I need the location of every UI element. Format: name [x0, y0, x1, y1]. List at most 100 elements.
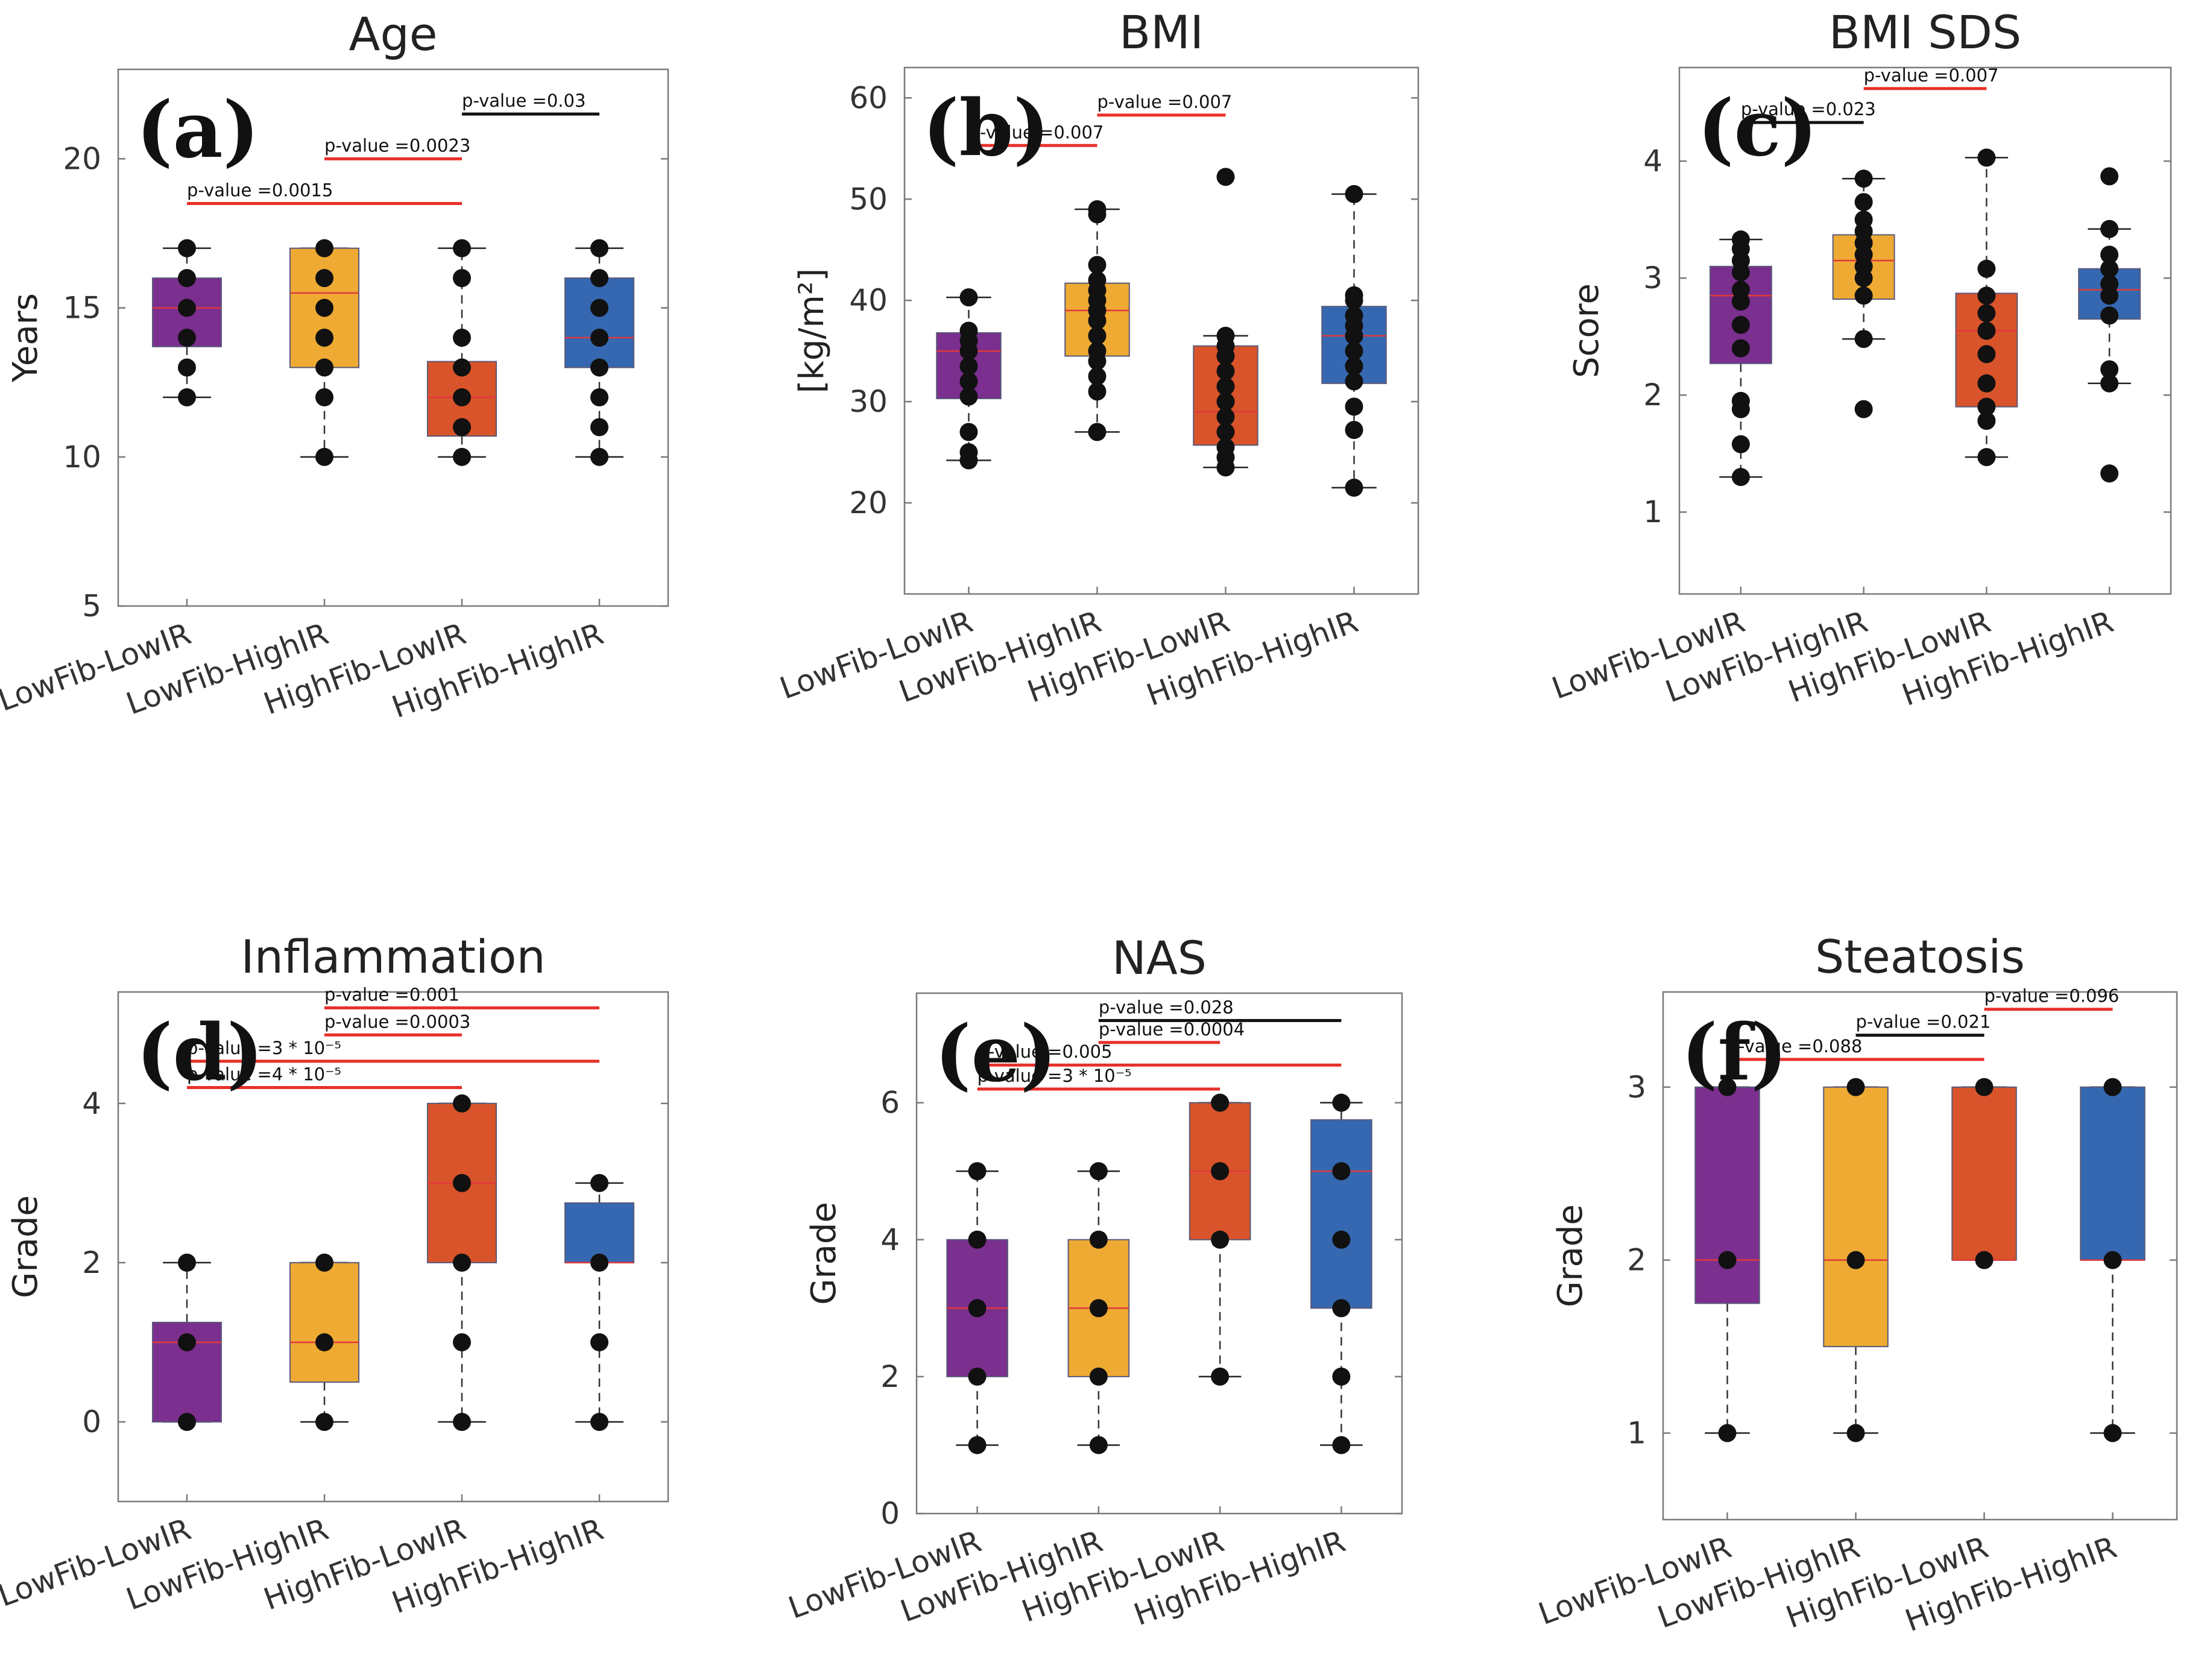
data-point: [1731, 339, 1750, 358]
panel-a: 5101520AgeYearsLowFib-LowIRLowFib-HighIR…: [0, 7, 669, 725]
data-point: [1854, 286, 1873, 305]
data-point: [1088, 200, 1107, 219]
y-tick-label: 5: [82, 589, 101, 624]
data-point: [315, 388, 333, 406]
data-point: [453, 329, 471, 347]
box-lowfib-highir: [1064, 200, 1130, 441]
data-point: [590, 269, 608, 288]
data-point: [178, 1253, 196, 1272]
data-point: [1977, 286, 1996, 305]
data-point: [178, 269, 196, 288]
data-point: [453, 269, 471, 288]
data-point: [1977, 345, 1996, 364]
x-tick-label: HighFib-HighIR: [1901, 1530, 2121, 1638]
data-point: [1731, 280, 1750, 299]
y-tick-label: 4: [880, 1222, 900, 1257]
data-point: [1089, 1436, 1108, 1454]
data-point: [1088, 326, 1107, 345]
data-point: [453, 1253, 471, 1272]
data-point: [1088, 423, 1107, 441]
y-tick-label: 3: [1627, 1070, 1646, 1105]
box-lowfib-highir: [1832, 169, 1895, 418]
data-point: [968, 1299, 987, 1318]
panel-title-f: Steatosis: [1815, 930, 2025, 984]
data-point: [1345, 357, 1363, 376]
data-point: [1975, 1078, 1994, 1096]
data-point: [1216, 168, 1235, 186]
plot-frame-a: [117, 68, 669, 607]
data-point: [1216, 377, 1235, 396]
data-point: [1345, 421, 1363, 440]
data-point: [1977, 304, 1996, 323]
p-value-label: p-value =0.088: [1728, 1036, 1863, 1056]
data-point: [1854, 210, 1873, 229]
y-tick-label: 10: [63, 440, 101, 475]
data-point: [590, 447, 608, 466]
data-point: [590, 298, 608, 317]
data-point: [1088, 271, 1107, 289]
y-tick-label: 15: [63, 291, 101, 326]
p-value-label: p-value =0.0015: [187, 180, 333, 201]
y-tick-label: 4: [82, 1086, 101, 1121]
data-point: [1089, 1162, 1108, 1181]
p-value-label: p-value =0.007: [1097, 92, 1233, 112]
data-point: [1216, 423, 1235, 441]
panel-title-c: BMI SDS: [1829, 5, 2021, 59]
p-value-label: p-value =0.005: [977, 1041, 1113, 1062]
panel-letter-a: (a): [136, 85, 259, 175]
data-point: [1975, 1251, 1994, 1269]
data-point: [1731, 230, 1750, 249]
data-point: [315, 269, 333, 288]
data-point: [1332, 1367, 1351, 1386]
data-point: [1088, 256, 1107, 274]
p-value-label: p-value =4 * 10⁻⁵: [187, 1064, 341, 1084]
data-point: [453, 1412, 471, 1431]
panel-letter-d: (d): [136, 1008, 264, 1098]
y-tick-label: 4: [1643, 144, 1662, 178]
data-point: [1345, 478, 1363, 497]
plot-frame-d: [117, 991, 669, 1503]
p-value-label: p-value =3 * 10⁻⁵: [977, 1066, 1132, 1086]
data-point: [1088, 367, 1107, 386]
data-point: [959, 387, 978, 406]
y-tick-label: 30: [849, 384, 888, 419]
panel-d: 024InflammationGradeLowFib-LowIRLowFib-H…: [0, 930, 669, 1620]
y-tick-label: 6: [880, 1085, 900, 1120]
box-iqr: [1951, 1086, 2017, 1261]
data-point: [959, 321, 978, 340]
box-lowfib-lowir: [152, 1253, 222, 1431]
data-point: [968, 1230, 987, 1249]
data-point: [1345, 372, 1363, 391]
box-highfib-lowir: [1189, 1093, 1251, 1386]
data-point: [2103, 1251, 2122, 1269]
data-point: [590, 239, 608, 257]
data-point: [2103, 1424, 2122, 1442]
data-point: [1977, 259, 1996, 278]
box-highfib-lowir: [1193, 168, 1258, 477]
box-lowfib-highir: [1823, 1078, 1889, 1442]
y-axis-label-e: Grade: [804, 1202, 844, 1305]
data-point: [2103, 1078, 2122, 1096]
data-point: [2100, 374, 2119, 393]
box-iqr: [289, 1262, 359, 1383]
box-lowfib-highir: [1067, 1162, 1130, 1454]
data-point: [315, 358, 333, 377]
data-point: [590, 329, 608, 347]
data-point: [590, 418, 608, 437]
y-axis-label-f: Grade: [1551, 1204, 1590, 1307]
data-point: [1211, 1162, 1230, 1181]
data-point: [178, 329, 196, 347]
box-lowfib-highir: [289, 1253, 359, 1431]
box-lowfib-lowir: [946, 1162, 1008, 1454]
data-point: [453, 1094, 471, 1113]
box-highfib-highir: [1321, 185, 1387, 497]
data-point: [1345, 306, 1363, 325]
data-point: [1977, 397, 1996, 416]
data-point: [178, 1412, 196, 1431]
data-point: [590, 1173, 608, 1192]
data-point: [1345, 185, 1363, 203]
data-point: [1216, 408, 1235, 426]
data-point: [453, 239, 471, 257]
data-point: [959, 288, 978, 307]
